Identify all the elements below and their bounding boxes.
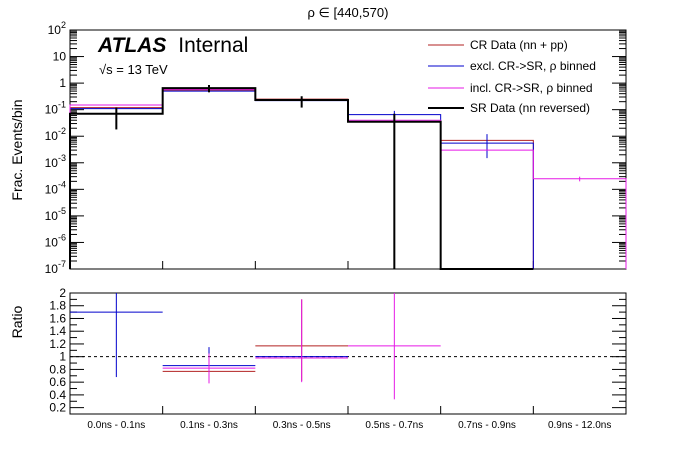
ratio-y-tick-label: 0.2 bbox=[49, 401, 66, 415]
main-y-tick-label: 1 bbox=[59, 76, 66, 90]
legend-label-incl: incl. CR->SR, ρ binned bbox=[470, 81, 593, 95]
ratio-y-axis-ticks: 0.20.40.60.811.21.41.61.82 bbox=[49, 286, 626, 415]
x-tick-label: 0.1ns - 0.3ns bbox=[180, 420, 238, 431]
ratio-y-axis-label: Ratio bbox=[9, 305, 25, 338]
main-plot-marks bbox=[69, 84, 627, 270]
tick-base: 10 bbox=[45, 209, 59, 223]
main-y-tick-label: 10-6 bbox=[45, 232, 66, 249]
tick-base: 10 bbox=[45, 235, 59, 249]
tick-exponent: -2 bbox=[58, 126, 66, 136]
main-y-axis-label: Frac. Events/bin bbox=[9, 99, 25, 200]
x-tick-label: 0.7ns - 0.9ns bbox=[458, 420, 516, 431]
legend: CR Data (nn + pp) excl. CR->SR, ρ binned… bbox=[428, 38, 596, 115]
histogram-series-3 bbox=[69, 87, 534, 270]
main-y-tick-label: 10 bbox=[53, 50, 67, 64]
main-y-tick-label: 10-7 bbox=[45, 259, 66, 276]
atlas-label: ATLAS Internal bbox=[97, 34, 248, 57]
x-tick-label: 0.0ns - 0.1ns bbox=[87, 420, 145, 431]
ratio-y-tick-label: 0.8 bbox=[49, 362, 66, 376]
tick-exponent: -5 bbox=[58, 206, 66, 216]
tick-exponent: -7 bbox=[58, 259, 66, 269]
ratio-y-tick-label: 1.2 bbox=[49, 337, 66, 351]
main-y-tick-label: 10-3 bbox=[45, 153, 66, 170]
tick-exponent: 2 bbox=[61, 20, 66, 30]
main-y-tick-label: 102 bbox=[48, 20, 66, 37]
main-y-tick-label: 10-1 bbox=[45, 100, 66, 117]
tick-exponent: -1 bbox=[58, 100, 66, 110]
tick-exponent: -6 bbox=[58, 232, 66, 242]
energy-label: √s = 13 TeV bbox=[99, 62, 168, 77]
internal-text: Internal bbox=[178, 34, 248, 57]
tick-base: 10 bbox=[45, 156, 59, 170]
ratio-y-tick-label: 0.6 bbox=[49, 375, 66, 389]
main-y-tick-label: 10-5 bbox=[45, 206, 66, 223]
tick-base: 10 bbox=[45, 182, 59, 196]
tick-base: 10 bbox=[45, 129, 59, 143]
x-tick-label: 0.9ns - 12.0ns bbox=[548, 420, 611, 431]
ratio-y-tick-label: 1.8 bbox=[49, 299, 66, 313]
main-y-tick-label: 10-4 bbox=[45, 179, 66, 196]
tick-base: 10 bbox=[48, 23, 62, 37]
legend-label-excl: excl. CR->SR, ρ binned bbox=[470, 59, 596, 73]
x-tick-label: 0.3ns - 0.5ns bbox=[273, 420, 331, 431]
x-axis-tick-labels: 0.0ns - 0.1ns 0.1ns - 0.3ns 0.3ns - 0.5ns 0… bbox=[87, 420, 611, 431]
tick-exponent: -3 bbox=[58, 153, 66, 163]
x-tick-label: 0.5ns - 0.7ns bbox=[365, 420, 423, 431]
atlas-logo-text: ATLAS bbox=[97, 34, 166, 57]
ratio-y-tick-label: 2 bbox=[59, 286, 66, 300]
ratio-y-tick-label: 1.4 bbox=[49, 324, 66, 338]
ratio-y-tick-label: 0.4 bbox=[49, 388, 66, 402]
chart-title: ρ ∈ [440,570) bbox=[308, 5, 389, 20]
tick-base: 10 bbox=[45, 262, 59, 276]
tick-exponent: -4 bbox=[58, 179, 66, 189]
main-y-tick-label: 10-2 bbox=[45, 126, 66, 143]
legend-label-sr-data: SR Data (nn reversed) bbox=[470, 101, 590, 115]
ratio-y-tick-label: 1 bbox=[59, 350, 66, 364]
legend-label-cr-data: CR Data (nn + pp) bbox=[470, 38, 568, 52]
ratio-y-tick-label: 1.6 bbox=[49, 311, 66, 325]
tick-base: 10 bbox=[45, 103, 59, 117]
ratio-plot-marks bbox=[70, 293, 626, 400]
